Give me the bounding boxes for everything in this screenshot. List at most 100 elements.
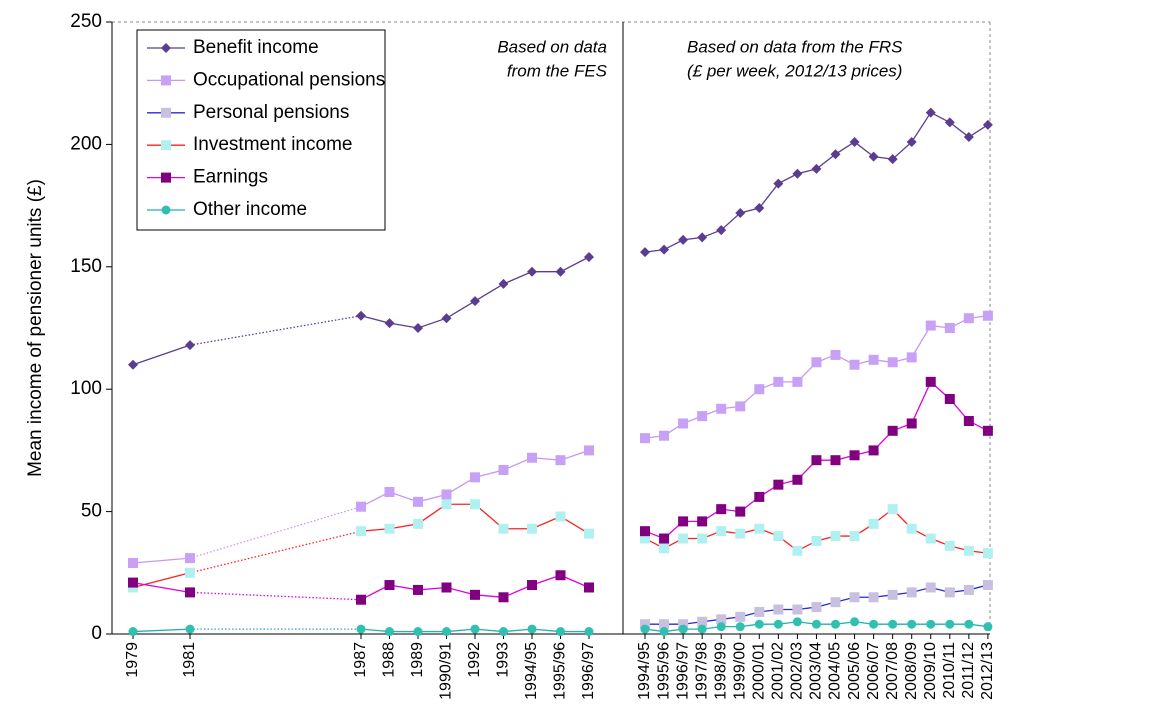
point	[754, 491, 765, 502]
point	[869, 619, 879, 629]
point	[584, 252, 594, 263]
point	[470, 499, 480, 510]
series-line	[644, 315, 988, 439]
series-line	[644, 111, 989, 253]
point	[640, 624, 650, 634]
point	[773, 178, 784, 189]
point	[128, 558, 138, 569]
x-tick-label: 2000/01	[751, 642, 768, 700]
point	[754, 203, 765, 214]
x-tick-label: 2007/08	[884, 642, 901, 700]
x-tick-label: 1989	[409, 642, 426, 678]
series-line	[132, 572, 191, 589]
y-tick-label: 100	[70, 378, 102, 399]
point	[413, 496, 423, 507]
y-tick-label: 150	[70, 256, 102, 277]
point	[527, 624, 537, 634]
point	[925, 582, 936, 593]
point	[754, 384, 765, 395]
point	[678, 624, 688, 634]
point	[716, 225, 727, 236]
point	[925, 107, 936, 118]
y-tick-label: 250	[70, 11, 102, 32]
point	[356, 624, 366, 634]
point	[384, 523, 395, 534]
annotation: from the FES	[507, 61, 608, 80]
x-tick-label: 2011/12	[960, 642, 977, 699]
point	[773, 604, 784, 615]
x-tick-label: 1996/97	[580, 642, 597, 700]
point	[735, 622, 745, 632]
point	[499, 627, 508, 637]
point	[925, 376, 936, 387]
point	[888, 619, 898, 629]
point	[906, 418, 917, 429]
point	[555, 266, 566, 277]
x-tick-label: 1981	[181, 642, 198, 678]
point	[963, 416, 974, 427]
point	[906, 136, 917, 147]
dotted-connector	[189, 315, 362, 346]
point	[584, 582, 594, 593]
point	[906, 523, 917, 534]
point	[963, 545, 974, 556]
point	[716, 504, 727, 515]
x-tick-label: 1990/91	[438, 642, 455, 700]
point	[185, 340, 195, 351]
point	[678, 533, 689, 544]
legend-marker	[161, 172, 171, 183]
legend-label: Earnings	[193, 167, 268, 188]
point	[887, 504, 898, 515]
point	[773, 531, 784, 542]
point	[868, 518, 879, 529]
legend-label: Personal pensions	[193, 102, 349, 123]
point	[716, 403, 727, 414]
point	[659, 244, 670, 255]
point	[906, 352, 917, 363]
point	[498, 592, 509, 603]
point	[944, 540, 955, 551]
x-tick-label: 2005/06	[846, 642, 863, 700]
point	[982, 580, 993, 591]
y-axis-label: Mean income of pensioner units (£)	[25, 179, 46, 477]
point	[555, 570, 566, 581]
point	[441, 313, 452, 324]
point	[754, 606, 765, 617]
point	[659, 619, 670, 630]
point	[811, 619, 821, 629]
point	[944, 587, 955, 598]
point	[640, 533, 650, 544]
point	[556, 627, 565, 637]
point	[527, 523, 537, 534]
point	[413, 627, 423, 637]
legend-marker	[161, 205, 171, 215]
point	[792, 545, 803, 556]
point	[716, 526, 727, 537]
series-line	[132, 628, 191, 633]
point	[527, 266, 537, 277]
point	[659, 543, 670, 554]
point	[868, 592, 879, 603]
point	[640, 433, 650, 444]
dotted-connector	[189, 591, 362, 601]
x-tick-label: 1999/00	[731, 642, 748, 700]
point	[830, 349, 841, 360]
point	[983, 622, 993, 632]
point	[678, 619, 689, 630]
point	[944, 323, 955, 333]
point	[963, 132, 974, 143]
x-tick-label: 2003/04	[808, 642, 825, 700]
point	[849, 136, 860, 147]
x-tick-label: 1988	[381, 642, 398, 678]
legend-marker	[161, 107, 171, 118]
point	[498, 523, 509, 534]
point	[792, 474, 803, 485]
x-tick-label: 1998/99	[712, 642, 729, 700]
x-tick-label: 1987	[352, 642, 369, 678]
point	[697, 411, 708, 422]
point	[584, 445, 594, 456]
point	[735, 401, 746, 412]
x-tick-label: 2012/13	[979, 642, 996, 700]
point	[584, 528, 594, 539]
